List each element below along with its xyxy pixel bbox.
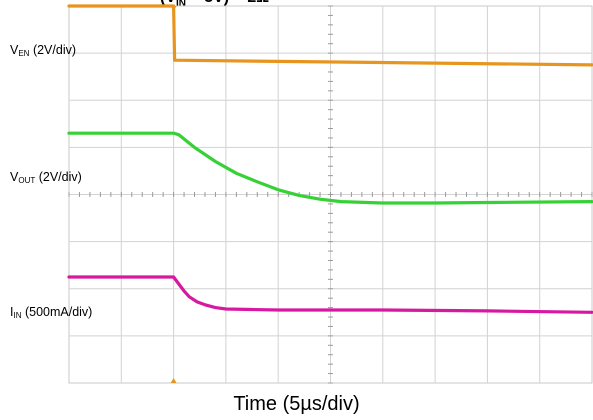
series-label-iin: IIN (500mA/div)	[10, 304, 93, 320]
trigger-marker-bottom	[170, 378, 177, 383]
trace-out	[67, 131, 593, 205]
scope-traces	[67, 4, 593, 314]
series-label-vout: VOUT (2V/div)	[10, 170, 82, 186]
trace-en	[67, 4, 593, 67]
series-label-ven: VEN (2V/div)	[10, 43, 77, 58]
x-axis-label: Time (5µs/div)	[233, 393, 360, 415]
oscilloscope-plot	[67, 4, 593, 384]
cropped-title-fragment: (VIN = 5V) = 2Ω	[160, 0, 269, 10]
trigger-markers	[170, 6, 177, 383]
trigger-marker-top	[170, 6, 177, 11]
scope-grid	[68, 5, 593, 384]
trace-in	[67, 275, 593, 314]
